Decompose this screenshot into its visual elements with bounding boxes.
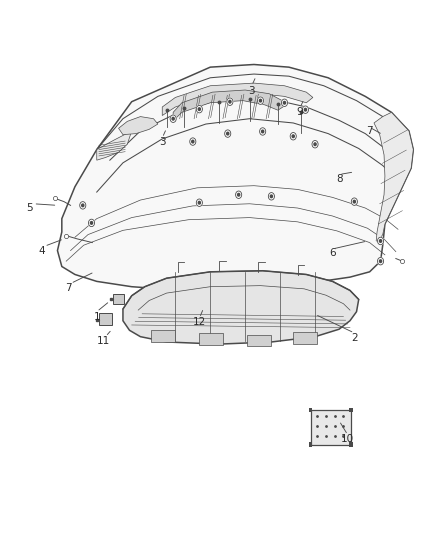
Circle shape — [90, 222, 92, 224]
Text: 3: 3 — [159, 136, 166, 147]
Circle shape — [378, 257, 384, 265]
Bar — [293, 333, 317, 344]
Bar — [309, 442, 312, 447]
Circle shape — [81, 204, 84, 207]
Polygon shape — [57, 64, 413, 290]
Circle shape — [227, 98, 233, 106]
Polygon shape — [123, 271, 359, 344]
Circle shape — [290, 133, 296, 140]
Circle shape — [270, 195, 272, 198]
Circle shape — [198, 201, 201, 204]
Bar — [349, 408, 353, 412]
Circle shape — [268, 192, 275, 200]
Text: 4: 4 — [39, 246, 46, 255]
Text: 5: 5 — [26, 203, 32, 213]
Bar — [151, 330, 175, 342]
Circle shape — [261, 130, 264, 133]
Text: 7: 7 — [366, 126, 373, 136]
Text: 8: 8 — [336, 174, 343, 184]
Circle shape — [198, 108, 201, 110]
Bar — [199, 334, 223, 345]
Bar — [99, 313, 112, 325]
Circle shape — [172, 117, 174, 120]
Circle shape — [379, 260, 381, 263]
Polygon shape — [374, 112, 413, 241]
Polygon shape — [162, 83, 313, 116]
Polygon shape — [97, 131, 132, 160]
Circle shape — [196, 106, 202, 113]
Bar — [309, 408, 312, 412]
Text: 7: 7 — [65, 283, 72, 293]
Circle shape — [88, 219, 95, 227]
Text: 3: 3 — [248, 86, 255, 96]
Circle shape — [379, 240, 381, 243]
Circle shape — [314, 143, 316, 146]
Circle shape — [304, 108, 307, 111]
Circle shape — [225, 130, 231, 138]
Circle shape — [229, 100, 231, 103]
Circle shape — [283, 101, 286, 104]
Bar — [349, 442, 353, 447]
Text: 10: 10 — [341, 434, 354, 445]
Text: 11: 11 — [97, 336, 110, 346]
Text: 1: 1 — [93, 312, 100, 322]
Circle shape — [190, 138, 196, 146]
Bar — [247, 335, 272, 346]
Circle shape — [353, 200, 356, 203]
Text: 9: 9 — [297, 107, 303, 117]
Bar — [311, 410, 351, 445]
Circle shape — [196, 199, 202, 206]
Circle shape — [292, 135, 294, 138]
Text: 12: 12 — [193, 317, 206, 327]
Circle shape — [236, 191, 242, 198]
Text: 2: 2 — [351, 333, 358, 343]
Circle shape — [258, 97, 264, 104]
Bar — [113, 294, 124, 304]
Circle shape — [378, 237, 384, 245]
Circle shape — [80, 201, 86, 209]
Circle shape — [260, 128, 266, 135]
Circle shape — [259, 99, 261, 102]
Circle shape — [226, 132, 229, 135]
Polygon shape — [173, 90, 285, 121]
Circle shape — [192, 140, 194, 143]
Circle shape — [312, 141, 318, 148]
Circle shape — [237, 193, 240, 196]
Circle shape — [302, 106, 308, 114]
Circle shape — [170, 115, 176, 123]
Circle shape — [351, 198, 357, 205]
Circle shape — [282, 99, 288, 107]
Polygon shape — [119, 117, 158, 135]
Text: 6: 6 — [329, 248, 336, 258]
